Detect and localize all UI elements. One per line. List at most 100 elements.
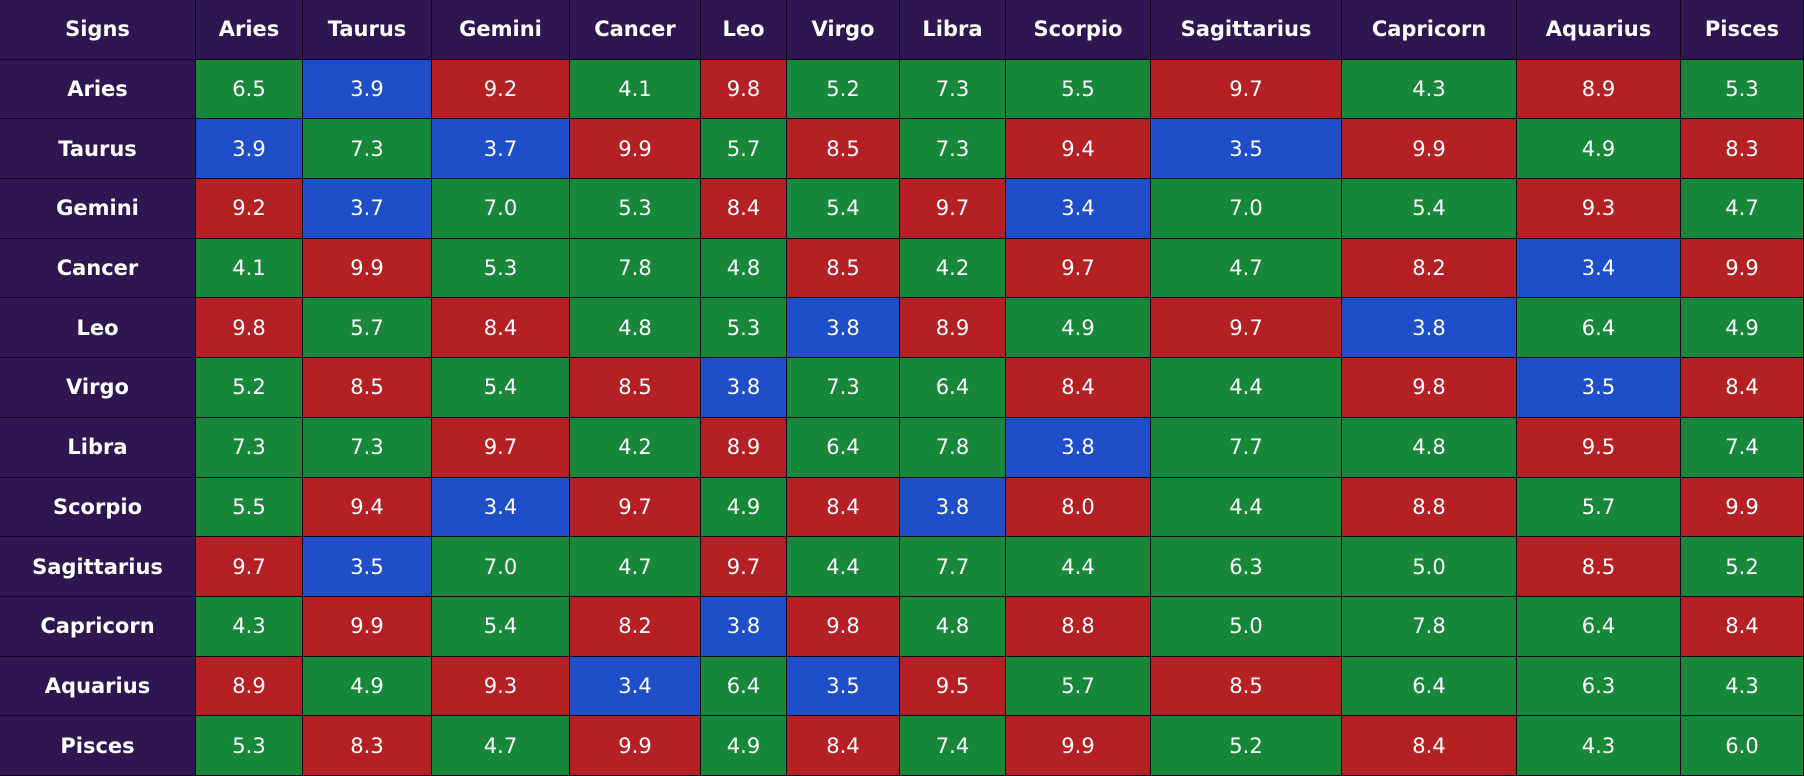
score-cell: 4.9 — [1681, 298, 1804, 359]
score-cell: 9.7 — [196, 537, 303, 597]
score-cell: 3.4 — [1517, 238, 1681, 299]
score-cell: 9.4 — [1006, 119, 1151, 180]
score-cell: 5.2 — [1681, 537, 1804, 597]
score-cell: 4.8 — [900, 596, 1006, 657]
score-cell: 8.9 — [196, 656, 303, 717]
score-cell: 4.9 — [701, 477, 787, 538]
score-cell: 9.8 — [787, 596, 900, 657]
score-cell: 4.8 — [701, 238, 787, 299]
score-cell: 9.9 — [1681, 477, 1804, 538]
score-cell: 8.4 — [1681, 596, 1804, 657]
score-cell: 7.3 — [900, 119, 1006, 180]
score-cell: 4.7 — [432, 716, 570, 776]
score-cell: 5.4 — [787, 179, 900, 239]
score-cell: 9.4 — [303, 477, 432, 538]
score-cell: 8.5 — [1151, 656, 1342, 717]
score-cell: 5.3 — [196, 716, 303, 776]
score-cell: 5.7 — [1517, 477, 1681, 538]
score-cell: 6.4 — [1517, 596, 1681, 657]
header-cell: Scorpio — [1006, 0, 1151, 60]
score-cell: 3.5 — [1517, 358, 1681, 418]
score-cell: 9.7 — [701, 537, 787, 597]
score-cell: 8.2 — [570, 596, 701, 657]
row-label: Scorpio — [0, 477, 196, 538]
score-cell: 7.0 — [432, 179, 570, 239]
score-cell: 8.9 — [1517, 59, 1681, 120]
header-cell: Signs — [0, 0, 196, 60]
score-cell: 4.4 — [1006, 537, 1151, 597]
row-label: Cancer — [0, 238, 196, 299]
score-cell: 9.5 — [900, 656, 1006, 717]
score-cell: 8.0 — [1006, 477, 1151, 538]
score-cell: 3.8 — [701, 358, 787, 418]
score-cell: 8.5 — [1517, 537, 1681, 597]
score-cell: 9.8 — [701, 59, 787, 120]
score-cell: 3.8 — [701, 596, 787, 657]
score-cell: 7.7 — [900, 537, 1006, 597]
score-cell: 9.9 — [570, 716, 701, 776]
score-cell: 9.9 — [303, 596, 432, 657]
score-cell: 8.5 — [303, 358, 432, 418]
score-cell: 5.5 — [1006, 59, 1151, 120]
score-cell: 5.2 — [787, 59, 900, 120]
header-cell: Aries — [196, 0, 303, 60]
score-cell: 8.4 — [787, 477, 900, 538]
score-cell: 4.1 — [570, 59, 701, 120]
row-label: Pisces — [0, 716, 196, 776]
score-cell: 8.5 — [787, 238, 900, 299]
score-cell: 3.4 — [432, 477, 570, 538]
score-cell: 8.4 — [1342, 716, 1517, 776]
score-cell: 3.9 — [196, 119, 303, 180]
score-cell: 5.5 — [196, 477, 303, 538]
header-cell: Leo — [701, 0, 787, 60]
score-cell: 7.7 — [1151, 417, 1342, 478]
header-cell: Pisces — [1681, 0, 1804, 60]
score-cell: 5.0 — [1151, 596, 1342, 657]
score-cell: 9.9 — [1681, 238, 1804, 299]
row-label: Aquarius — [0, 656, 196, 717]
score-cell: 9.8 — [196, 298, 303, 359]
score-cell: 9.7 — [570, 477, 701, 538]
score-cell: 5.0 — [1342, 537, 1517, 597]
score-cell: 4.1 — [196, 238, 303, 299]
header-cell: Aquarius — [1517, 0, 1681, 60]
score-cell: 4.3 — [196, 596, 303, 657]
header-cell: Capricorn — [1342, 0, 1517, 60]
score-cell: 8.2 — [1342, 238, 1517, 299]
row-label: Libra — [0, 417, 196, 478]
score-cell: 3.5 — [787, 656, 900, 717]
score-cell: 8.9 — [900, 298, 1006, 359]
score-cell: 4.3 — [1342, 59, 1517, 120]
score-cell: 9.7 — [1151, 59, 1342, 120]
score-cell: 4.8 — [1342, 417, 1517, 478]
score-cell: 9.2 — [432, 59, 570, 120]
score-cell: 4.2 — [570, 417, 701, 478]
score-cell: 8.5 — [570, 358, 701, 418]
score-cell: 9.3 — [1517, 179, 1681, 239]
score-cell: 5.7 — [701, 119, 787, 180]
score-cell: 6.3 — [1517, 656, 1681, 717]
score-cell: 8.5 — [787, 119, 900, 180]
score-cell: 7.0 — [432, 537, 570, 597]
score-cell: 7.3 — [787, 358, 900, 418]
score-cell: 9.3 — [432, 656, 570, 717]
score-cell: 9.9 — [570, 119, 701, 180]
score-cell: 5.3 — [432, 238, 570, 299]
score-cell: 8.4 — [1681, 358, 1804, 418]
score-cell: 4.7 — [570, 537, 701, 597]
score-cell: 5.7 — [303, 298, 432, 359]
row-label: Gemini — [0, 179, 196, 239]
header-cell: Sagittarius — [1151, 0, 1342, 60]
score-cell: 3.8 — [1342, 298, 1517, 359]
score-cell: 7.8 — [570, 238, 701, 299]
score-cell: 9.2 — [196, 179, 303, 239]
header-cell: Gemini — [432, 0, 570, 60]
score-cell: 9.9 — [303, 238, 432, 299]
row-label: Sagittarius — [0, 537, 196, 597]
score-cell: 8.3 — [303, 716, 432, 776]
score-cell: 9.7 — [432, 417, 570, 478]
score-cell: 8.4 — [1006, 358, 1151, 418]
score-cell: 7.3 — [900, 59, 1006, 120]
row-label: Capricorn — [0, 596, 196, 657]
